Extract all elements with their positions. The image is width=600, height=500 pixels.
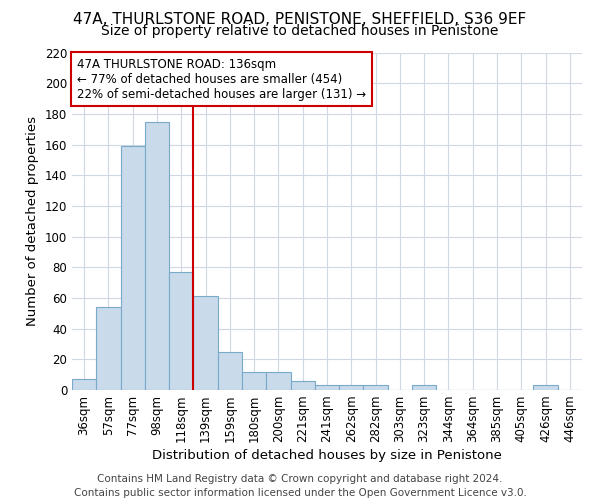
Y-axis label: Number of detached properties: Number of detached properties	[26, 116, 39, 326]
Bar	[533, 386, 558, 390]
Bar	[242, 372, 266, 390]
Bar	[412, 386, 436, 390]
X-axis label: Distribution of detached houses by size in Penistone: Distribution of detached houses by size …	[152, 450, 502, 462]
Text: 47A THURLSTONE ROAD: 136sqm
← 77% of detached houses are smaller (454)
22% of se: 47A THURLSTONE ROAD: 136sqm ← 77% of det…	[77, 58, 366, 100]
Bar	[121, 146, 145, 390]
Bar	[339, 386, 364, 390]
Bar	[290, 381, 315, 390]
Bar	[218, 352, 242, 390]
Bar	[315, 386, 339, 390]
Bar	[72, 380, 96, 390]
Bar	[364, 386, 388, 390]
Text: Size of property relative to detached houses in Penistone: Size of property relative to detached ho…	[101, 24, 499, 38]
Bar	[193, 296, 218, 390]
Bar	[145, 122, 169, 390]
Bar	[266, 372, 290, 390]
Text: Contains HM Land Registry data © Crown copyright and database right 2024.
Contai: Contains HM Land Registry data © Crown c…	[74, 474, 526, 498]
Bar	[96, 307, 121, 390]
Text: 47A, THURLSTONE ROAD, PENISTONE, SHEFFIELD, S36 9EF: 47A, THURLSTONE ROAD, PENISTONE, SHEFFIE…	[73, 12, 527, 28]
Bar	[169, 272, 193, 390]
